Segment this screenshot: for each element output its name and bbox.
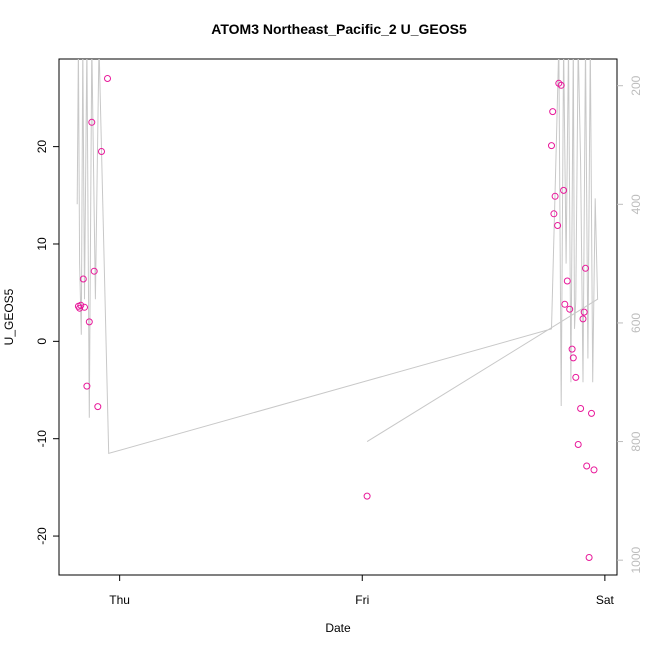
data-point (79, 275, 87, 283)
x-tick-label: Fri (355, 593, 369, 607)
chart-title: ATOM3 Northeast_Pacific_2 U_GEOS5 (211, 21, 467, 37)
y-tick-label: -20 (35, 527, 49, 545)
x-tick-label: Thu (109, 593, 130, 607)
data-point (549, 108, 557, 116)
y-tick-label: 0 (35, 338, 49, 345)
data-point (551, 192, 559, 200)
y-tick-label: -10 (35, 430, 49, 448)
data-point (88, 118, 96, 126)
y-axis: -20 -10 0 10 20 (35, 140, 59, 545)
data-point (104, 75, 111, 82)
y-tick-label: 20 (35, 140, 49, 154)
data-point (568, 345, 576, 353)
data-point (588, 409, 595, 417)
data-point (569, 354, 577, 362)
data-point (563, 277, 571, 285)
y-axis-label: U_GEOS5 (2, 288, 16, 345)
data-point (590, 466, 598, 474)
y2-tick-label: 1000 (629, 547, 643, 574)
data-point (572, 373, 580, 381)
data-point (554, 222, 562, 229)
data-point (98, 148, 105, 155)
x-axis-label: Date (325, 621, 351, 635)
data-point (583, 462, 591, 470)
data-point (77, 301, 85, 309)
data-point (550, 210, 558, 218)
data-point (81, 303, 88, 311)
data-point (580, 308, 588, 316)
y2-axis: 200 400 600 800 1000 (617, 75, 643, 574)
data-point (577, 405, 585, 412)
data-point (579, 315, 587, 323)
data-point (94, 403, 102, 411)
pressure-line-layer (76, 59, 599, 455)
data-point (557, 81, 565, 89)
data-point (561, 300, 569, 308)
y2-tick-label: 800 (629, 431, 643, 451)
x-tick-label: Sat (596, 593, 615, 607)
y2-tick-label: 200 (629, 75, 643, 95)
data-points-layer (74, 75, 598, 561)
plot-frame (58, 58, 618, 576)
x-axis: Thu Fri Sat (109, 575, 615, 607)
data-point (85, 318, 93, 326)
data-point (574, 441, 582, 448)
y2-tick-label: 400 (629, 194, 643, 214)
data-point (560, 186, 568, 194)
data-point (90, 267, 98, 275)
data-point (363, 492, 371, 500)
data-point (582, 264, 589, 272)
data-point (585, 554, 593, 561)
y-tick-label: 10 (35, 237, 49, 251)
data-point (566, 305, 574, 313)
y2-tick-label: 600 (629, 313, 643, 333)
data-point (83, 382, 91, 390)
pressure-line (76, 59, 599, 455)
data-point (548, 142, 555, 150)
